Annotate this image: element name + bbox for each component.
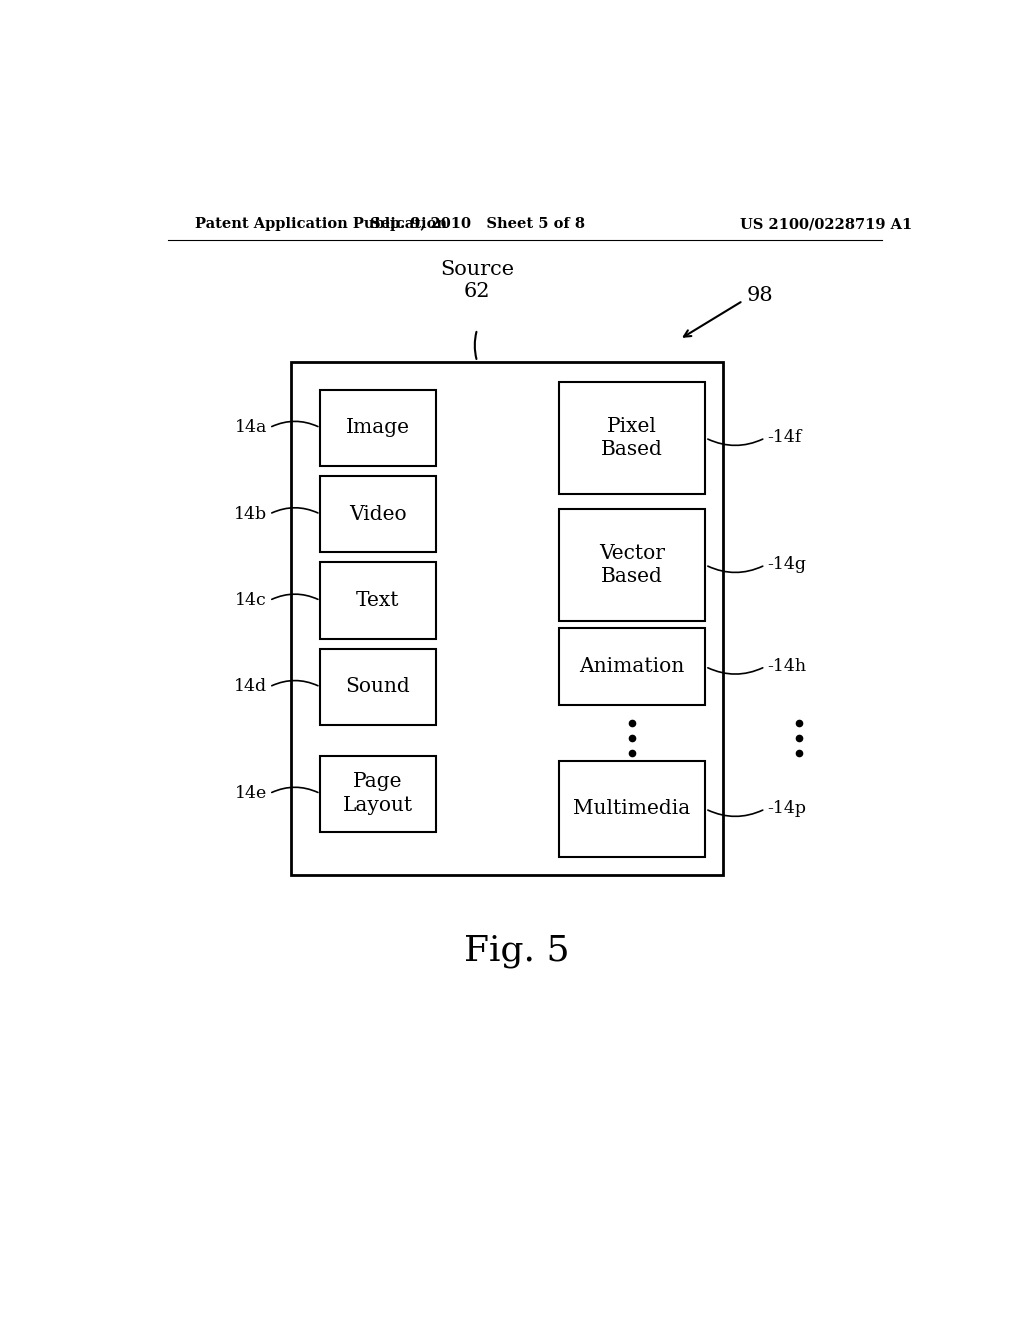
Bar — [321, 477, 435, 552]
Bar — [321, 755, 435, 832]
Text: 98: 98 — [748, 286, 774, 305]
Text: Video: Video — [349, 504, 407, 524]
Text: Vector
Based: Vector Based — [599, 544, 665, 586]
Text: US 2100/0228719 A1: US 2100/0228719 A1 — [740, 218, 912, 231]
Bar — [558, 381, 706, 494]
Bar — [558, 510, 706, 620]
Text: Image: Image — [346, 418, 410, 437]
Text: 14d: 14d — [233, 678, 267, 696]
Text: Text: Text — [356, 591, 399, 610]
Bar — [291, 362, 723, 875]
Text: Source
62: Source 62 — [440, 260, 514, 301]
Text: Pixel
Based: Pixel Based — [601, 417, 663, 459]
Text: Sep. 9, 2010   Sheet 5 of 8: Sep. 9, 2010 Sheet 5 of 8 — [370, 218, 585, 231]
Text: 14c: 14c — [236, 593, 267, 609]
Text: -14f: -14f — [767, 429, 801, 446]
Text: Patent Application Publication: Patent Application Publication — [196, 218, 447, 231]
Text: Animation: Animation — [580, 657, 685, 676]
Bar — [558, 628, 706, 705]
Text: Multimedia: Multimedia — [573, 800, 690, 818]
Text: -14g: -14g — [767, 557, 806, 573]
Text: 14a: 14a — [234, 420, 267, 436]
Text: Page
Layout: Page Layout — [343, 772, 413, 814]
Bar — [321, 649, 435, 725]
Text: 14b: 14b — [233, 506, 267, 523]
Text: -14h: -14h — [767, 659, 806, 675]
Bar — [321, 389, 435, 466]
Text: Sound: Sound — [346, 677, 411, 697]
Text: Fig. 5: Fig. 5 — [464, 935, 569, 968]
Text: -14p: -14p — [767, 800, 806, 817]
Bar — [558, 760, 706, 857]
Bar — [321, 562, 435, 639]
Text: 14e: 14e — [234, 785, 267, 803]
